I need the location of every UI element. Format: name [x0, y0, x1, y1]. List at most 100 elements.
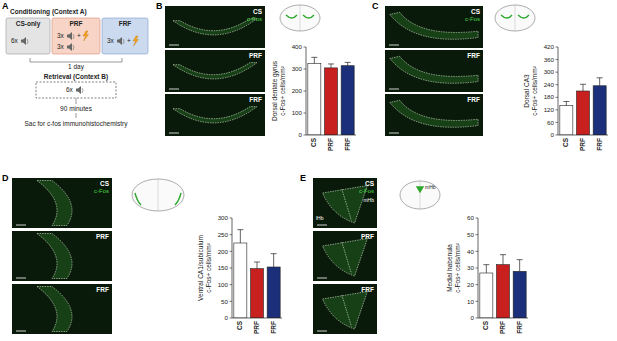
label: PRF — [96, 233, 109, 240]
tick-label: 10 — [467, 298, 474, 305]
midline — [420, 181, 421, 209]
speaker-icon — [67, 32, 72, 40]
brain-outline — [132, 179, 184, 211]
label: mHb — [363, 197, 374, 203]
error-stem — [519, 260, 520, 272]
label: FRF — [467, 52, 480, 59]
label: c-Fos — [247, 16, 262, 22]
y-axis — [558, 47, 559, 135]
error-stem — [314, 57, 315, 63]
category-label: FRF — [596, 138, 603, 151]
group-box — [102, 18, 148, 54]
micrograph — [165, 6, 265, 48]
figure: ABCDEConditioning (Context A)CS-only6xPR… — [0, 0, 617, 341]
tick-label: 0 — [471, 314, 475, 321]
tick-label: 250 — [218, 231, 229, 238]
y-tick — [230, 301, 233, 302]
scale-bar — [317, 278, 327, 279]
label: CS — [365, 180, 375, 187]
shock-icon — [83, 31, 89, 41]
error-bar — [311, 57, 317, 63]
error-cap — [483, 264, 489, 265]
group-box — [52, 18, 100, 54]
y-tick — [476, 218, 479, 219]
error-stem — [599, 78, 600, 86]
label: FRF — [361, 286, 374, 293]
micrograph-set: CSc-FosFRFFRF — [385, 6, 483, 136]
scale-bar — [16, 278, 26, 279]
panel-letter: A — [2, 1, 9, 11]
y-tick — [230, 218, 233, 219]
bar-chart: CSPRFFRF0102030405060Medial habenulac-Fo… — [446, 214, 528, 334]
tick-label: 150 — [218, 264, 229, 271]
brain-icon: mHb — [400, 181, 440, 209]
y-tick — [556, 72, 559, 73]
x-axis — [478, 318, 528, 319]
y-tick — [556, 97, 559, 98]
tick-label: 180 — [544, 93, 555, 100]
y-tick — [304, 91, 307, 92]
category-label: PRF — [327, 138, 334, 151]
error-bar — [345, 62, 351, 65]
scale-bar — [16, 331, 26, 332]
error-stem — [347, 62, 348, 65]
label: 1 day — [68, 63, 85, 71]
x-axis — [558, 135, 608, 136]
midline — [300, 5, 301, 31]
label: FRF — [467, 96, 480, 103]
speaker-wave — [73, 34, 74, 39]
panel-letter: B — [156, 1, 163, 11]
label: 3x — [107, 37, 115, 44]
tick-label: 20 — [467, 281, 474, 288]
bar — [593, 86, 606, 135]
label: CS-only — [16, 20, 41, 28]
error-stem — [486, 265, 487, 273]
category-label: CS — [310, 137, 317, 147]
y-tick — [476, 268, 479, 269]
scale-bar — [389, 45, 399, 46]
label: + — [127, 37, 131, 44]
region-divider — [342, 242, 352, 274]
tick-label: 50 — [467, 231, 474, 238]
y-tick — [476, 301, 479, 302]
y-tick — [230, 234, 233, 235]
label: FRF — [96, 286, 109, 293]
bar — [560, 106, 573, 135]
schematic: Conditioning (Context A)CS-only6xPRF3x+3… — [6, 8, 148, 128]
region-highlight — [135, 193, 181, 205]
speaker-icon — [67, 43, 72, 51]
bar — [234, 243, 247, 318]
bar-chart: CSPRFFRF050100150200250300Ventral CA1/su… — [197, 214, 282, 334]
midline — [158, 179, 159, 211]
error-bar — [328, 64, 334, 68]
y-tick — [230, 284, 233, 285]
panel-letter: D — [2, 173, 9, 183]
category-label: FRF — [344, 138, 351, 151]
error-bar — [483, 265, 489, 273]
scale-bar — [169, 133, 179, 134]
bar-chart: CSPRFFRF0100200300400Dorsal dentate gyru… — [271, 43, 356, 151]
axis-title: c-Fos+ cells/mm² — [279, 65, 286, 115]
error-stem — [503, 255, 504, 265]
region-outline — [173, 19, 257, 35]
micrograph — [165, 94, 265, 136]
micrograph — [12, 231, 112, 281]
tick-label: 120 — [544, 106, 555, 113]
category-label: PRF — [499, 321, 506, 334]
region-outline — [37, 181, 72, 226]
error-cap — [237, 229, 243, 230]
region-highlight — [286, 15, 314, 18]
error-stem — [331, 64, 332, 68]
y-tick — [556, 84, 559, 85]
brain-icon — [495, 5, 535, 31]
bars — [234, 230, 280, 318]
scale-bar — [389, 133, 399, 134]
label: lHb — [316, 215, 324, 221]
region-highlight — [501, 15, 529, 18]
label: 3x — [57, 32, 65, 39]
connector — [76, 113, 77, 118]
y-tick — [556, 47, 559, 48]
bar — [513, 271, 526, 318]
shock-icon — [133, 36, 139, 46]
label: PRF — [361, 233, 374, 240]
